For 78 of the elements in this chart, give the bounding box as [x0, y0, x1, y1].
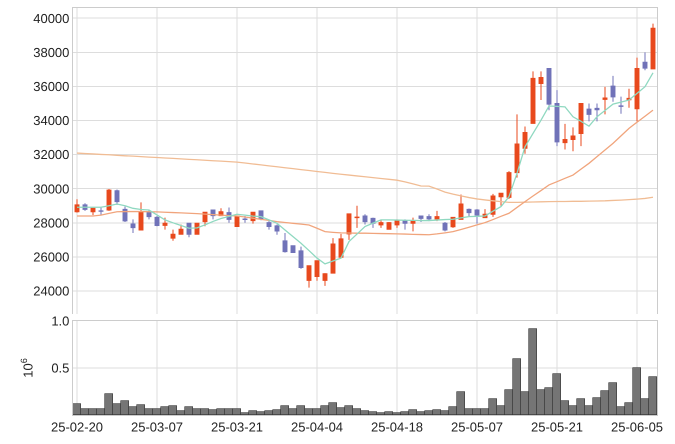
- candlestick: [362, 214, 368, 225]
- candlestick: [434, 210, 440, 222]
- candlestick: [610, 75, 616, 102]
- y-tick-label: 34000: [33, 113, 70, 128]
- line-series: [76, 72, 654, 265]
- candlestick: [642, 52, 648, 71]
- candlestick: [138, 202, 144, 230]
- x-tick-label: 25-06-05: [610, 420, 664, 435]
- y-tick-label: 36000: [33, 78, 70, 94]
- y-tick-label: 30000: [33, 181, 70, 196]
- candlestick: [426, 214, 432, 222]
- candlestick: [386, 221, 392, 230]
- candlestick: [634, 57, 640, 122]
- candlestick: [650, 23, 656, 70]
- candlestick: [154, 215, 160, 227]
- x-tick-label: 25-03-21: [210, 420, 264, 435]
- y-tick-label: 40000: [33, 10, 70, 26]
- candlestick: [418, 215, 424, 222]
- candlestick: [298, 246, 304, 270]
- candlestick: [274, 224, 280, 236]
- candlestick: [522, 126, 528, 154]
- candlestick: [498, 192, 504, 206]
- candlestick: [538, 70, 544, 101]
- candlestick: [306, 264, 312, 288]
- y-tick-label: 0.5: [51, 360, 70, 376]
- candlestick: [114, 189, 120, 206]
- y-tick-label: 1.0: [51, 314, 70, 329]
- candlestick: [106, 188, 112, 212]
- candlestick: [282, 232, 288, 254]
- candlestick: [458, 194, 464, 220]
- candlestick: [410, 217, 416, 232]
- candlestick: [402, 218, 408, 230]
- candlestick: [570, 126, 576, 152]
- candlestick: [514, 114, 520, 178]
- candlestick: [562, 123, 568, 150]
- candlestick: [90, 208, 96, 216]
- y-tick-label: 32000: [33, 147, 70, 162]
- candlestick: [546, 68, 552, 111]
- candlestick: [322, 272, 328, 286]
- candlestick: [466, 208, 472, 216]
- candlestick: [378, 220, 384, 228]
- line-series: [76, 109, 654, 236]
- candlestick: [578, 102, 584, 147]
- candlestick: [346, 213, 352, 240]
- candlestick: [394, 218, 400, 228]
- candlestick: [314, 260, 320, 282]
- y-tick-label: 28000: [33, 215, 70, 230]
- candlestick: [618, 96, 624, 114]
- x-tick-label: 25-04-18: [370, 420, 424, 435]
- candlestick: [130, 218, 136, 234]
- candlestick: [530, 70, 536, 124]
- candlestick: [290, 245, 296, 254]
- candlestick: [554, 90, 560, 147]
- x-tick-label: 25-05-07: [450, 420, 504, 435]
- candlestick: [98, 206, 104, 216]
- candlestick: [74, 198, 80, 214]
- candlestick: [442, 221, 448, 232]
- x-tick-label: 25-05-21: [530, 420, 584, 435]
- candlestick: [178, 224, 184, 236]
- y-tick-label: 24000: [33, 284, 70, 299]
- x-tick-label: 25-02-20: [50, 420, 104, 435]
- candlestick: [242, 215, 248, 224]
- candlestick: [506, 170, 512, 200]
- candlestick: [354, 205, 360, 228]
- candlestick: [162, 217, 168, 230]
- candlestick: [474, 208, 480, 224]
- candlestick: [626, 88, 632, 108]
- candlestick: [170, 229, 176, 242]
- candlestick: [586, 102, 592, 122]
- candlestick: [266, 220, 272, 230]
- candlestick: [602, 86, 608, 115]
- line-series: [76, 152, 654, 203]
- y-tick-label: 38000: [33, 44, 70, 60]
- x-tick-label: 25-03-07: [130, 420, 184, 435]
- x-tick-label: 25-04-04: [290, 420, 344, 435]
- candlestick: [330, 238, 336, 274]
- candlestick: [594, 102, 600, 122]
- y-tick-label: 26000: [33, 249, 70, 264]
